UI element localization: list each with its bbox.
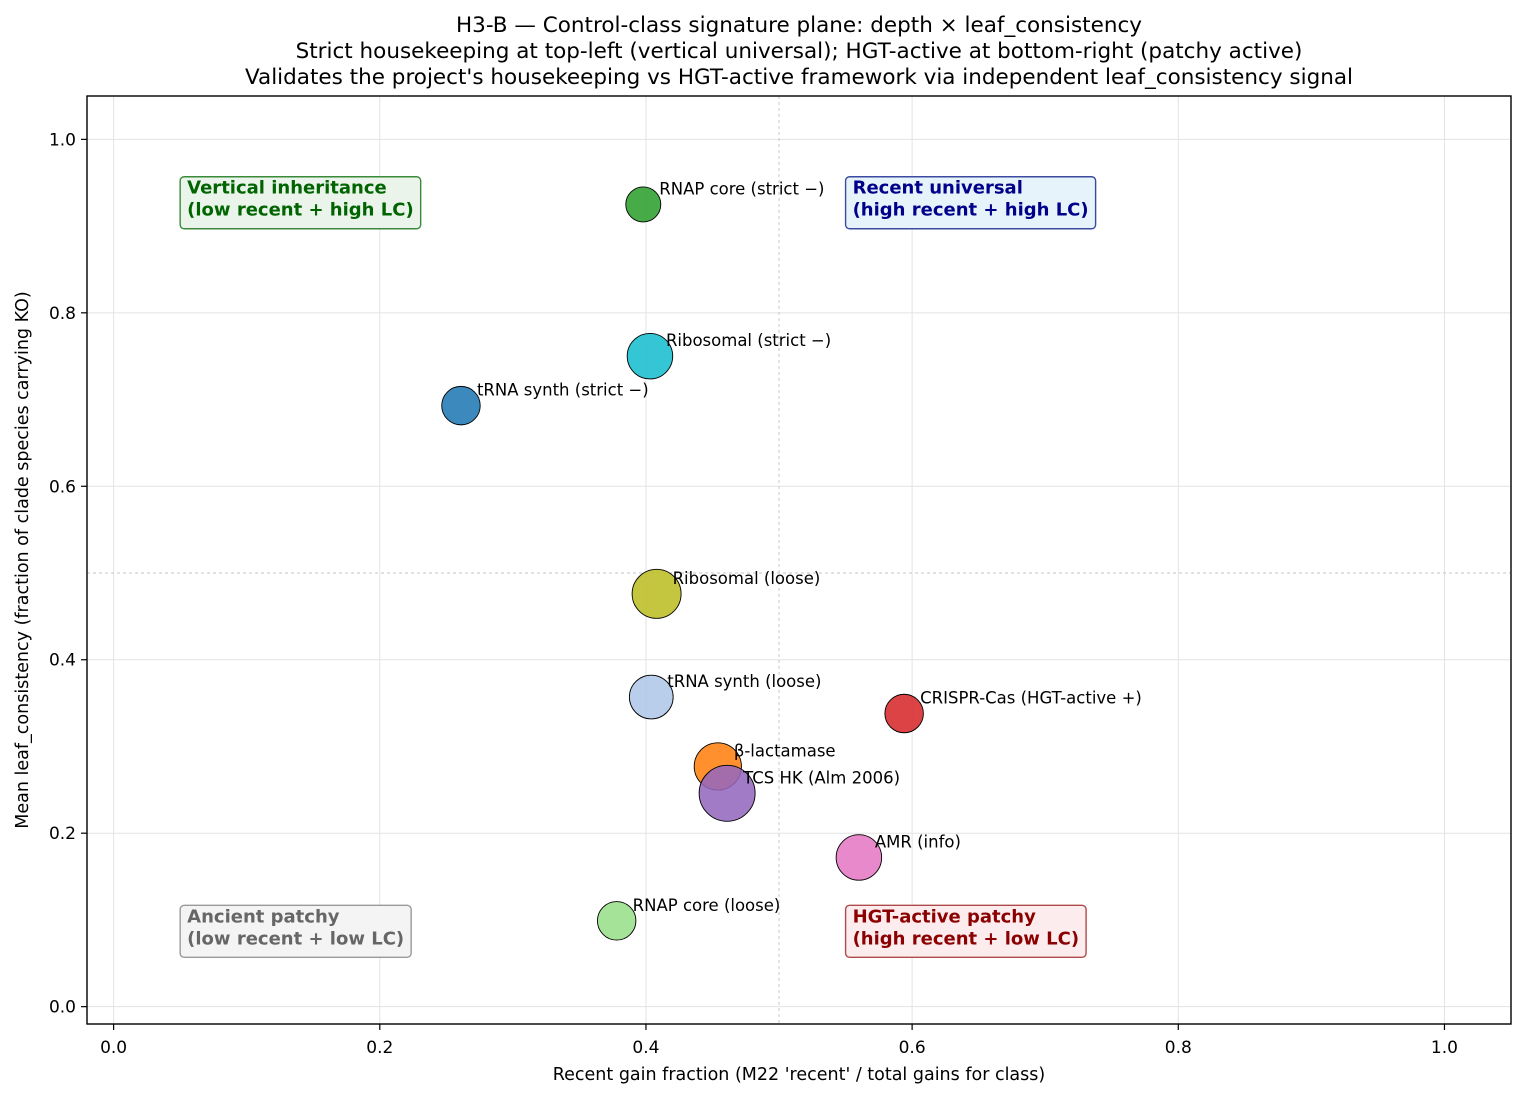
quadrant-label: Vertical inheritance(low recent + high L… (179, 176, 422, 230)
data-point-label: AMR (info) (875, 832, 961, 851)
y-tick-label: 1.0 (49, 130, 76, 150)
quadrant-label: Recent universal(high recent + high LC) (844, 176, 1097, 230)
axis-ticks: 0.0 0.2 0.4 0.6 0.8 1.0 0.0 0.2 0.4 0.6 0.8 1.0 (49, 130, 1458, 1058)
quadrant-label-box (179, 904, 412, 958)
chart-title-line-1: H3-B — Control-class signature plane: de… (456, 13, 1142, 38)
x-axis-label: Recent gain fraction (M22 'recent' / tot… (553, 1065, 1045, 1085)
quadrant-label-text: (low recent + low LC) (187, 928, 404, 949)
data-point-label: Ribosomal (strict −) (666, 331, 831, 350)
data-point-label: tRNA synth (strict −) (477, 381, 649, 400)
quadrant-label: HGT-active patchy(high recent + low LC) (844, 904, 1087, 958)
data-point-label: RNAP core (strict −) (659, 179, 824, 198)
quadrant-label-text: (high recent + low LC) (853, 928, 1080, 949)
quadrant-label-text: HGT-active patchy (853, 906, 1037, 927)
quadrant-label-box (179, 176, 422, 230)
data-point (835, 834, 883, 881)
y-tick-label: 0.2 (49, 824, 76, 844)
x-tick-label: 0.8 (1165, 1038, 1192, 1058)
quadrant-labels: Vertical inheritance(low recent + high L… (179, 176, 1097, 958)
data-point-label: β-lactamase (734, 741, 836, 760)
data-point-label: CRISPR-Cas (HGT-active +) (920, 689, 1142, 708)
data-point (625, 186, 662, 223)
quadrant-label-text: Recent universal (853, 178, 1023, 199)
data-point (698, 764, 756, 822)
quadrant-label-text: Ancient patchy (187, 906, 340, 927)
quadrant-label: Ancient patchy(low recent + low LC) (179, 904, 412, 958)
data-point (441, 385, 481, 426)
quadrant-label-text: (low recent + high LC) (187, 200, 414, 221)
data-point-label: RNAP core (loose) (633, 896, 781, 915)
data-point (628, 674, 674, 720)
quadrant-label-box (844, 176, 1097, 230)
data-point (631, 568, 682, 619)
x-tick-label: 1.0 (1431, 1038, 1458, 1058)
plot-frame (86, 95, 1512, 1025)
x-tick-label: 0.6 (899, 1038, 926, 1058)
reference-lines (87, 96, 1511, 1024)
grid (87, 96, 1511, 1024)
y-axis-label: Mean leaf_consistency (fraction of clade… (13, 291, 33, 828)
quadrant-label-text: Vertical inheritance (187, 178, 387, 199)
y-tick-label: 0.8 (49, 304, 76, 324)
x-tick-label: 0.2 (366, 1038, 393, 1058)
x-tick-label: 0.0 (100, 1038, 127, 1058)
data-point-label: TCS HK (Alm 2006) (742, 768, 900, 787)
data-point (626, 332, 674, 380)
chart-title-line-3: Validates the project's housekeeping vs … (245, 65, 1353, 90)
x-tick-label: 0.4 (632, 1038, 659, 1058)
quadrant-label-text: (high recent + high LC) (853, 200, 1089, 221)
data-point-label: tRNA synth (loose) (667, 672, 821, 691)
y-tick-label: 0.0 (49, 998, 76, 1018)
y-tick-label: 0.4 (49, 651, 76, 671)
data-point (884, 693, 924, 734)
data-points: RNAP core (strict −) Ribosomal (strict −)… (441, 179, 1142, 941)
data-point (596, 901, 637, 941)
quadrant-label-box (844, 904, 1087, 958)
chart-title-line-2: Strict housekeeping at top-left (vertica… (296, 39, 1303, 64)
data-point-label: Ribosomal (loose) (673, 569, 821, 588)
y-tick-label: 0.6 (49, 477, 76, 497)
